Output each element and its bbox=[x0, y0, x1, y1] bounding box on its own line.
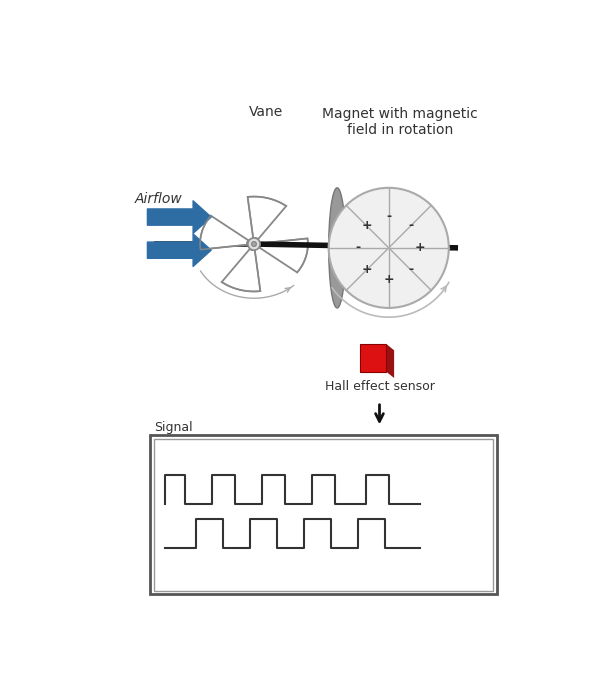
Text: +: + bbox=[415, 241, 425, 255]
Bar bbox=[360, 344, 387, 372]
Text: - polarity: - polarity bbox=[169, 553, 219, 563]
Circle shape bbox=[251, 241, 256, 246]
Polygon shape bbox=[248, 197, 286, 239]
Text: +: + bbox=[361, 263, 372, 276]
Text: Signal: Signal bbox=[154, 421, 192, 434]
Polygon shape bbox=[222, 249, 260, 292]
Text: Airflow: Airflow bbox=[134, 192, 182, 206]
Polygon shape bbox=[259, 239, 308, 272]
Text: -: - bbox=[408, 220, 414, 233]
Text: Sensor 2: Sensor 2 bbox=[358, 553, 407, 563]
Text: -: - bbox=[355, 241, 360, 255]
Text: +: + bbox=[384, 272, 394, 285]
Text: Sensor 1: Sensor 1 bbox=[358, 459, 406, 469]
Text: -: - bbox=[386, 210, 391, 223]
Ellipse shape bbox=[329, 188, 449, 308]
Bar bbox=[154, 439, 493, 591]
Text: + polarity: + polarity bbox=[169, 459, 225, 469]
Bar bbox=[150, 435, 496, 594]
Text: Vane: Vane bbox=[248, 104, 283, 119]
Text: -: - bbox=[408, 263, 414, 276]
Polygon shape bbox=[200, 215, 248, 250]
Polygon shape bbox=[387, 344, 394, 378]
Text: Hall effect sensor: Hall effect sensor bbox=[324, 380, 434, 393]
Ellipse shape bbox=[329, 188, 346, 308]
Text: Magnet with magnetic
field in rotation: Magnet with magnetic field in rotation bbox=[323, 107, 478, 137]
Text: +: + bbox=[361, 220, 372, 233]
Circle shape bbox=[248, 238, 260, 250]
